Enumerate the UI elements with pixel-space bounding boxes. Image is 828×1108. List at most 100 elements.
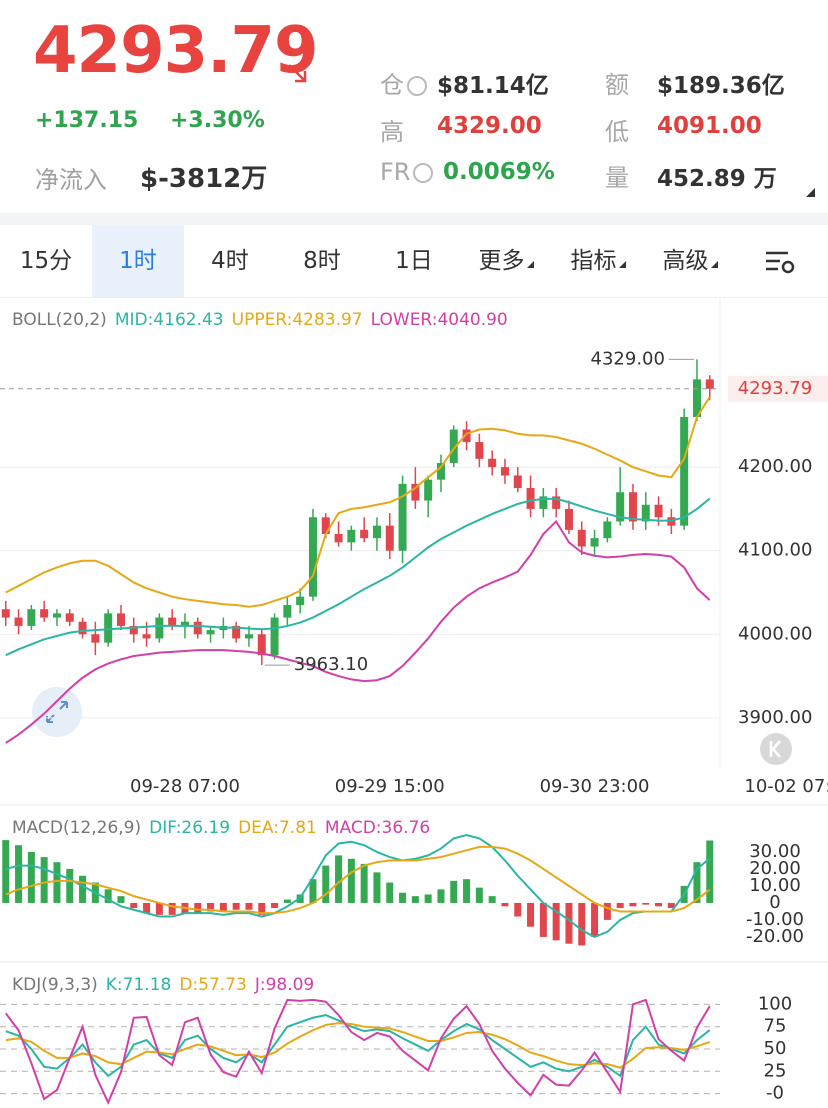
candle-body — [129, 625, 138, 635]
candle-body — [680, 417, 689, 526]
macd-bar — [40, 857, 48, 903]
tab-dropdown[interactable]: 更多 — [460, 225, 552, 297]
macd-bar — [66, 868, 74, 903]
macd-bar — [693, 862, 701, 903]
y-tick-label: 50 — [764, 1038, 787, 1059]
macd-bar — [104, 889, 112, 903]
macd-bar — [27, 851, 35, 903]
macd-bar — [168, 902, 176, 915]
y-tick-label: 75 — [764, 1016, 787, 1037]
macd-bar — [527, 902, 535, 927]
candle-body — [577, 529, 586, 547]
macd-bar — [603, 902, 611, 920]
tab-text[interactable]: 高级 — [662, 248, 709, 274]
macd-bar — [271, 902, 279, 909]
tab[interactable]: 1日 — [395, 248, 433, 274]
candle-body — [500, 467, 509, 476]
candle-body — [1, 609, 10, 618]
change: +137.15 — [35, 108, 139, 133]
series-line — [5, 519, 711, 744]
macd-bar — [552, 902, 560, 941]
candle-body — [91, 634, 100, 643]
candle-body — [436, 462, 445, 480]
stat-label: 额 — [605, 71, 629, 99]
macd-bar — [629, 902, 637, 907]
candle-body — [334, 534, 343, 543]
candle-body — [488, 458, 497, 468]
reset-circle[interactable] — [760, 733, 792, 765]
tab-text[interactable]: 指标 — [570, 248, 617, 274]
last-price-box — [728, 375, 828, 402]
candle-body — [308, 517, 317, 597]
macd-bar — [386, 882, 394, 903]
y-tick-label: -10.00 — [746, 909, 804, 930]
macd-bar — [501, 902, 509, 907]
candle-body — [360, 529, 369, 539]
candle-body — [270, 617, 279, 656]
separator — [0, 213, 828, 225]
tab[interactable]: 4时 — [211, 248, 249, 274]
candle-body — [411, 483, 420, 501]
legend-label: KDJ(9,3,3) — [12, 975, 98, 995]
series-line — [4, 998, 711, 1106]
candle-body — [244, 634, 253, 639]
candle-body — [78, 621, 87, 635]
reset-button[interactable] — [760, 733, 792, 765]
expand-triangle[interactable] — [806, 188, 815, 197]
macd-bar — [194, 902, 202, 914]
macd-bar — [155, 902, 163, 915]
candle-body — [321, 517, 330, 534]
stat-label: 仓 — [380, 65, 427, 100]
candle-body — [539, 496, 548, 509]
last-price-label: 4293.79 — [738, 378, 812, 399]
legend-label: DIF:26.19 — [149, 818, 230, 838]
candle-body — [564, 508, 573, 530]
candle-body — [104, 613, 113, 643]
y-tick-label: 3900.00 — [738, 707, 812, 728]
settings-icon[interactable] — [764, 249, 798, 275]
legend-label: BOLL(20,2) — [12, 310, 107, 330]
candle-body — [616, 492, 625, 522]
candle-body — [692, 379, 701, 417]
candle-body — [424, 479, 433, 501]
tab[interactable]: 15分 — [19, 248, 73, 274]
macd-bar — [514, 902, 522, 917]
reset-icon[interactable] — [769, 740, 781, 758]
candle-body — [449, 429, 458, 463]
zoom-icon[interactable] — [46, 701, 68, 723]
y-tick-label: -0 — [766, 1083, 784, 1104]
tab-dropdown[interactable]: 指标 — [552, 225, 644, 297]
series-line — [5, 845, 711, 915]
stat-label: 高 — [380, 118, 404, 146]
candle-body — [641, 504, 650, 522]
candle-body — [385, 525, 394, 551]
macd-bar — [488, 896, 496, 903]
series-line — [5, 833, 711, 939]
zoom-button[interactable] — [32, 687, 82, 737]
legend-label: MACD:36.76 — [325, 818, 430, 838]
macd-bar — [15, 845, 23, 903]
candle-body — [193, 621, 202, 635]
candle-body — [513, 475, 522, 489]
tab[interactable]: 8时 — [303, 248, 341, 274]
candle-body — [705, 379, 714, 389]
macd-bar — [322, 865, 330, 903]
legend-label: J:98.09 — [254, 975, 314, 995]
stat-label: 低 — [605, 118, 629, 146]
candle-body — [475, 442, 484, 459]
zoom-circle[interactable] — [32, 687, 82, 737]
candle-body — [27, 609, 36, 626]
y-tick-label: 4100.00 — [738, 540, 812, 561]
tab-dropdown[interactable]: 高级 — [644, 225, 736, 297]
annotation-label: 4329.00 — [591, 348, 665, 369]
candle-body — [526, 488, 535, 509]
macd-bar — [667, 902, 675, 909]
macd-bar — [655, 902, 663, 907]
macd-bar — [143, 902, 151, 914]
info-icon[interactable] — [407, 76, 427, 96]
series-line — [5, 396, 711, 608]
tab-text[interactable]: 更多 — [478, 248, 525, 274]
info-icon[interactable] — [413, 163, 434, 183]
tab-selected[interactable]: 1时 — [92, 225, 184, 297]
